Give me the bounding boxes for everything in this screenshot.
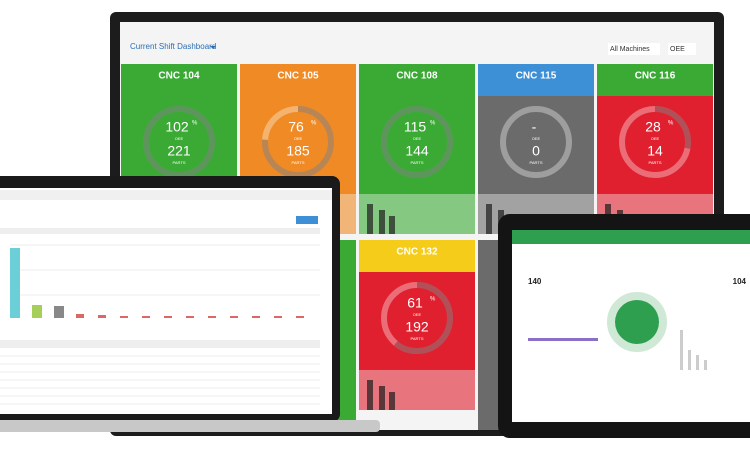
parts-value: 185 <box>286 143 310 159</box>
laptop-bar <box>32 305 42 318</box>
tablet-value: 140 <box>528 277 542 286</box>
filter-value[interactable]: All Machines <box>610 46 650 53</box>
footer-bar <box>367 204 373 234</box>
footer-bar <box>389 392 395 410</box>
dashboard-title: Current Shift Dashboard <box>130 42 216 51</box>
ring-arc <box>143 106 215 178</box>
tablet-header <box>512 230 750 244</box>
footer-bar <box>379 386 385 410</box>
tile-header <box>478 64 594 96</box>
tile-title: CNC 116 <box>635 71 676 82</box>
oee-value: 76 <box>288 119 304 135</box>
footer-bar <box>389 216 395 234</box>
laptop-bar <box>10 248 20 318</box>
parts-label: PARTS <box>411 336 424 341</box>
tablet-value: 104 <box>733 277 747 286</box>
tile-footer <box>359 194 475 234</box>
parts-value: 14 <box>647 143 663 159</box>
ring-track <box>262 106 334 178</box>
laptop-bars <box>76 314 304 318</box>
oee-value: 102 <box>165 119 189 135</box>
laptop-nav <box>0 190 332 200</box>
ring-track <box>381 282 453 354</box>
laptop-table-head <box>0 340 320 348</box>
oee-value: - <box>532 119 537 135</box>
parts-label: PARTS <box>173 160 186 165</box>
tile-header <box>359 64 475 96</box>
tile-header <box>359 240 475 272</box>
footer-bar <box>367 380 373 410</box>
oee-unit: % <box>430 297 436 303</box>
ring-track <box>143 106 215 178</box>
ring-arc <box>381 106 453 178</box>
tile-title: CNC 115 <box>516 71 557 82</box>
oee-value: 61 <box>407 295 423 311</box>
tile-title: CNC 132 <box>396 247 438 258</box>
oee-label: OEE <box>413 312 422 317</box>
laptop-section <box>0 228 320 234</box>
parts-value: 0 <box>532 143 540 159</box>
tablet-donut <box>615 300 659 344</box>
ring-arc <box>619 106 691 178</box>
parts-value: 221 <box>167 143 191 159</box>
footer-bar <box>486 204 492 234</box>
laptop-bar <box>54 306 64 318</box>
oee-label: OEE <box>413 136 422 141</box>
tile-body <box>478 96 594 194</box>
dropdown-icon <box>210 46 216 49</box>
oee-unit: % <box>668 121 674 127</box>
ring-track <box>619 106 691 178</box>
tile-title: CNC 105 <box>277 71 319 82</box>
parts-label: PARTS <box>649 160 662 165</box>
oee-unit: % <box>192 121 198 127</box>
laptop-button <box>296 216 318 224</box>
tile-title: CNC 108 <box>396 71 438 82</box>
oee-value: 28 <box>645 119 661 135</box>
tile-body <box>359 272 475 370</box>
tile-header <box>597 64 713 96</box>
oee-label: OEE <box>294 136 303 141</box>
tablet-bars <box>680 330 707 370</box>
parts-label: PARTS <box>530 160 543 165</box>
oee-label: OEE <box>532 136 541 141</box>
ring-arc <box>262 106 334 178</box>
tile-footer <box>359 370 475 410</box>
tile-body <box>359 96 475 194</box>
tablet-progress <box>528 338 598 341</box>
ring-arc <box>381 282 453 354</box>
footer-bar <box>379 210 385 234</box>
parts-label: PARTS <box>411 160 424 165</box>
tablet-ring <box>607 292 667 352</box>
filter-box <box>608 43 660 55</box>
laptop-base <box>0 420 380 432</box>
laptop-table-rows <box>0 355 320 405</box>
tile-header <box>121 64 237 96</box>
parts-label: PARTS <box>292 160 305 165</box>
oee-unit: % <box>311 121 317 127</box>
filter-box <box>668 43 696 55</box>
oee-value: 115 <box>404 119 427 135</box>
oee-label: OEE <box>175 136 184 141</box>
parts-value: 192 <box>405 319 429 335</box>
oee-unit: % <box>430 121 436 127</box>
filter-value[interactable]: OEE <box>670 46 685 53</box>
oee-label: OEE <box>651 136 660 141</box>
tile-body <box>597 96 713 194</box>
laptop-screen <box>0 188 332 414</box>
parts-value: 144 <box>405 143 429 159</box>
ring-track <box>381 106 453 178</box>
tile-title: CNC 104 <box>158 71 200 82</box>
ring-track <box>500 106 572 178</box>
tile-header <box>240 64 356 96</box>
